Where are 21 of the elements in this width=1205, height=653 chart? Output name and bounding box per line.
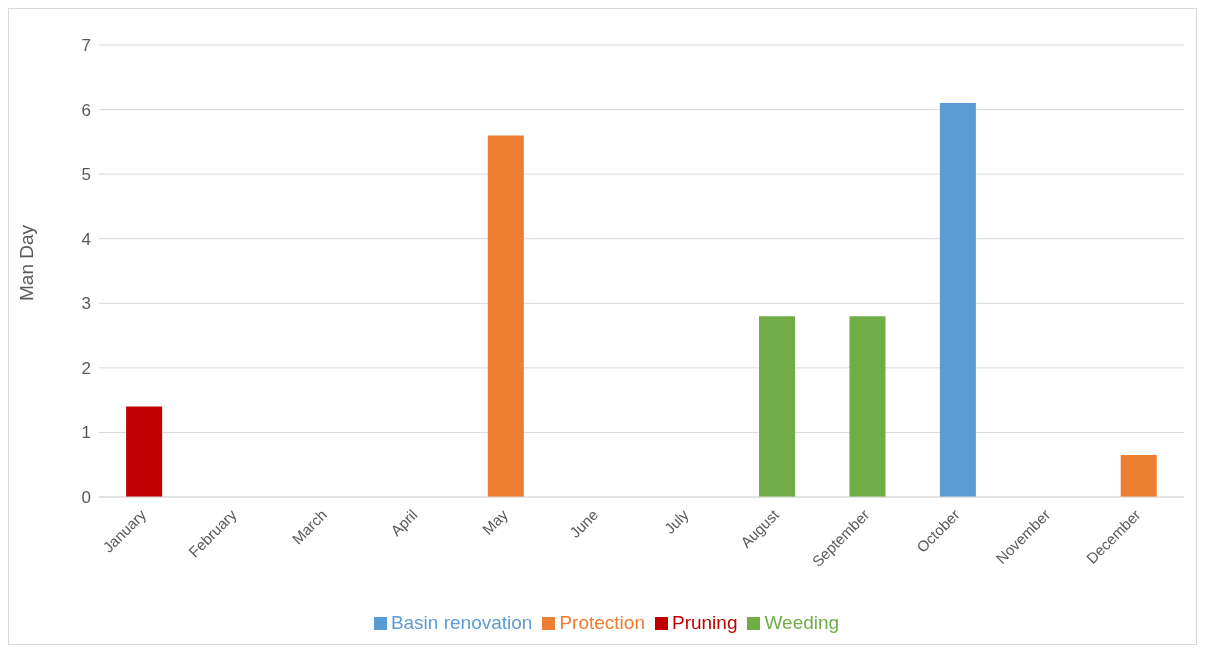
bar <box>126 406 163 497</box>
legend-label: Protection <box>559 612 645 633</box>
bar <box>759 316 796 497</box>
y-tick-label: 6 <box>81 100 91 120</box>
y-tick-label: 3 <box>81 294 91 314</box>
y-tick-label: 2 <box>81 358 91 378</box>
y-tick-label: 1 <box>81 423 91 443</box>
legend-label: Weeding <box>764 612 840 633</box>
bar <box>849 316 886 497</box>
y-axis-title: Man Day <box>15 224 37 301</box>
y-tick-label: 7 <box>81 36 91 56</box>
legend-label: Basin renovation <box>390 612 533 633</box>
bar <box>487 135 524 497</box>
x-tick-label: July <box>660 505 692 537</box>
y-tick-label: 0 <box>81 488 91 508</box>
y-tick-label: 4 <box>81 229 91 249</box>
y-tick-label: 5 <box>81 165 91 185</box>
legend-label: Pruning <box>671 612 738 633</box>
x-tick-label: May <box>478 505 512 538</box>
bar <box>939 103 976 497</box>
bar <box>1120 455 1157 497</box>
